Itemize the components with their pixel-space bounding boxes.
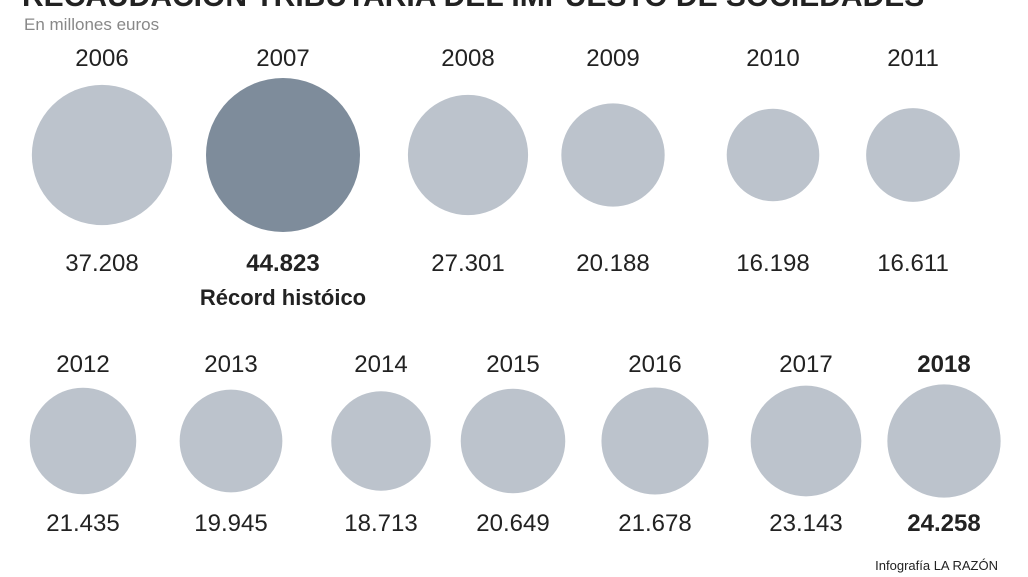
year-label: 2018 bbox=[917, 351, 970, 378]
source: Infografía LA RAZÓN bbox=[875, 558, 998, 573]
year-label: 2016 bbox=[628, 351, 681, 378]
chart-subtitle: En millones euros bbox=[24, 15, 159, 34]
year-label: 2015 bbox=[486, 351, 539, 378]
value-label: 21.435 bbox=[46, 510, 119, 537]
year-label: 2007 bbox=[256, 45, 309, 72]
year-label: 2006 bbox=[75, 45, 128, 72]
value-label: 37.208 bbox=[65, 250, 138, 277]
value-label: 20.188 bbox=[576, 250, 649, 277]
value-label: 24.258 bbox=[907, 510, 980, 537]
bubble bbox=[460, 388, 566, 494]
value-label: 23.143 bbox=[769, 510, 842, 537]
bubble bbox=[601, 387, 709, 495]
bubble bbox=[331, 391, 431, 491]
value-label: 44.823 bbox=[246, 250, 319, 277]
annotation: Récord históico bbox=[200, 285, 366, 310]
value-label: 18.713 bbox=[344, 510, 417, 537]
value-label: 27.301 bbox=[431, 250, 504, 277]
bubble bbox=[866, 108, 960, 202]
bubble bbox=[887, 384, 1001, 498]
bubble bbox=[206, 78, 360, 232]
chart-title: RECAUDACIÓN TRIBUTARIA DEL IMPUESTO DE S… bbox=[22, 0, 924, 13]
bubble bbox=[31, 84, 173, 226]
bubble bbox=[407, 94, 529, 216]
bubble bbox=[29, 387, 137, 495]
bubble bbox=[750, 385, 862, 497]
value-label: 16.198 bbox=[736, 250, 809, 277]
year-label: 2017 bbox=[779, 351, 832, 378]
bubble bbox=[726, 108, 820, 202]
bubble bbox=[561, 103, 665, 207]
bubble bbox=[179, 389, 283, 493]
value-label: 16.611 bbox=[877, 250, 949, 277]
value-label: 19.945 bbox=[194, 510, 267, 537]
value-label: 20.649 bbox=[476, 510, 549, 537]
value-label: 21.678 bbox=[618, 510, 691, 537]
year-label: 2010 bbox=[746, 45, 799, 72]
year-label: 2011 bbox=[887, 45, 939, 72]
year-label: 2012 bbox=[56, 351, 109, 378]
year-label: 2014 bbox=[354, 351, 407, 378]
year-label: 2009 bbox=[586, 45, 639, 72]
year-label: 2008 bbox=[441, 45, 494, 72]
year-label: 2013 bbox=[204, 351, 257, 378]
